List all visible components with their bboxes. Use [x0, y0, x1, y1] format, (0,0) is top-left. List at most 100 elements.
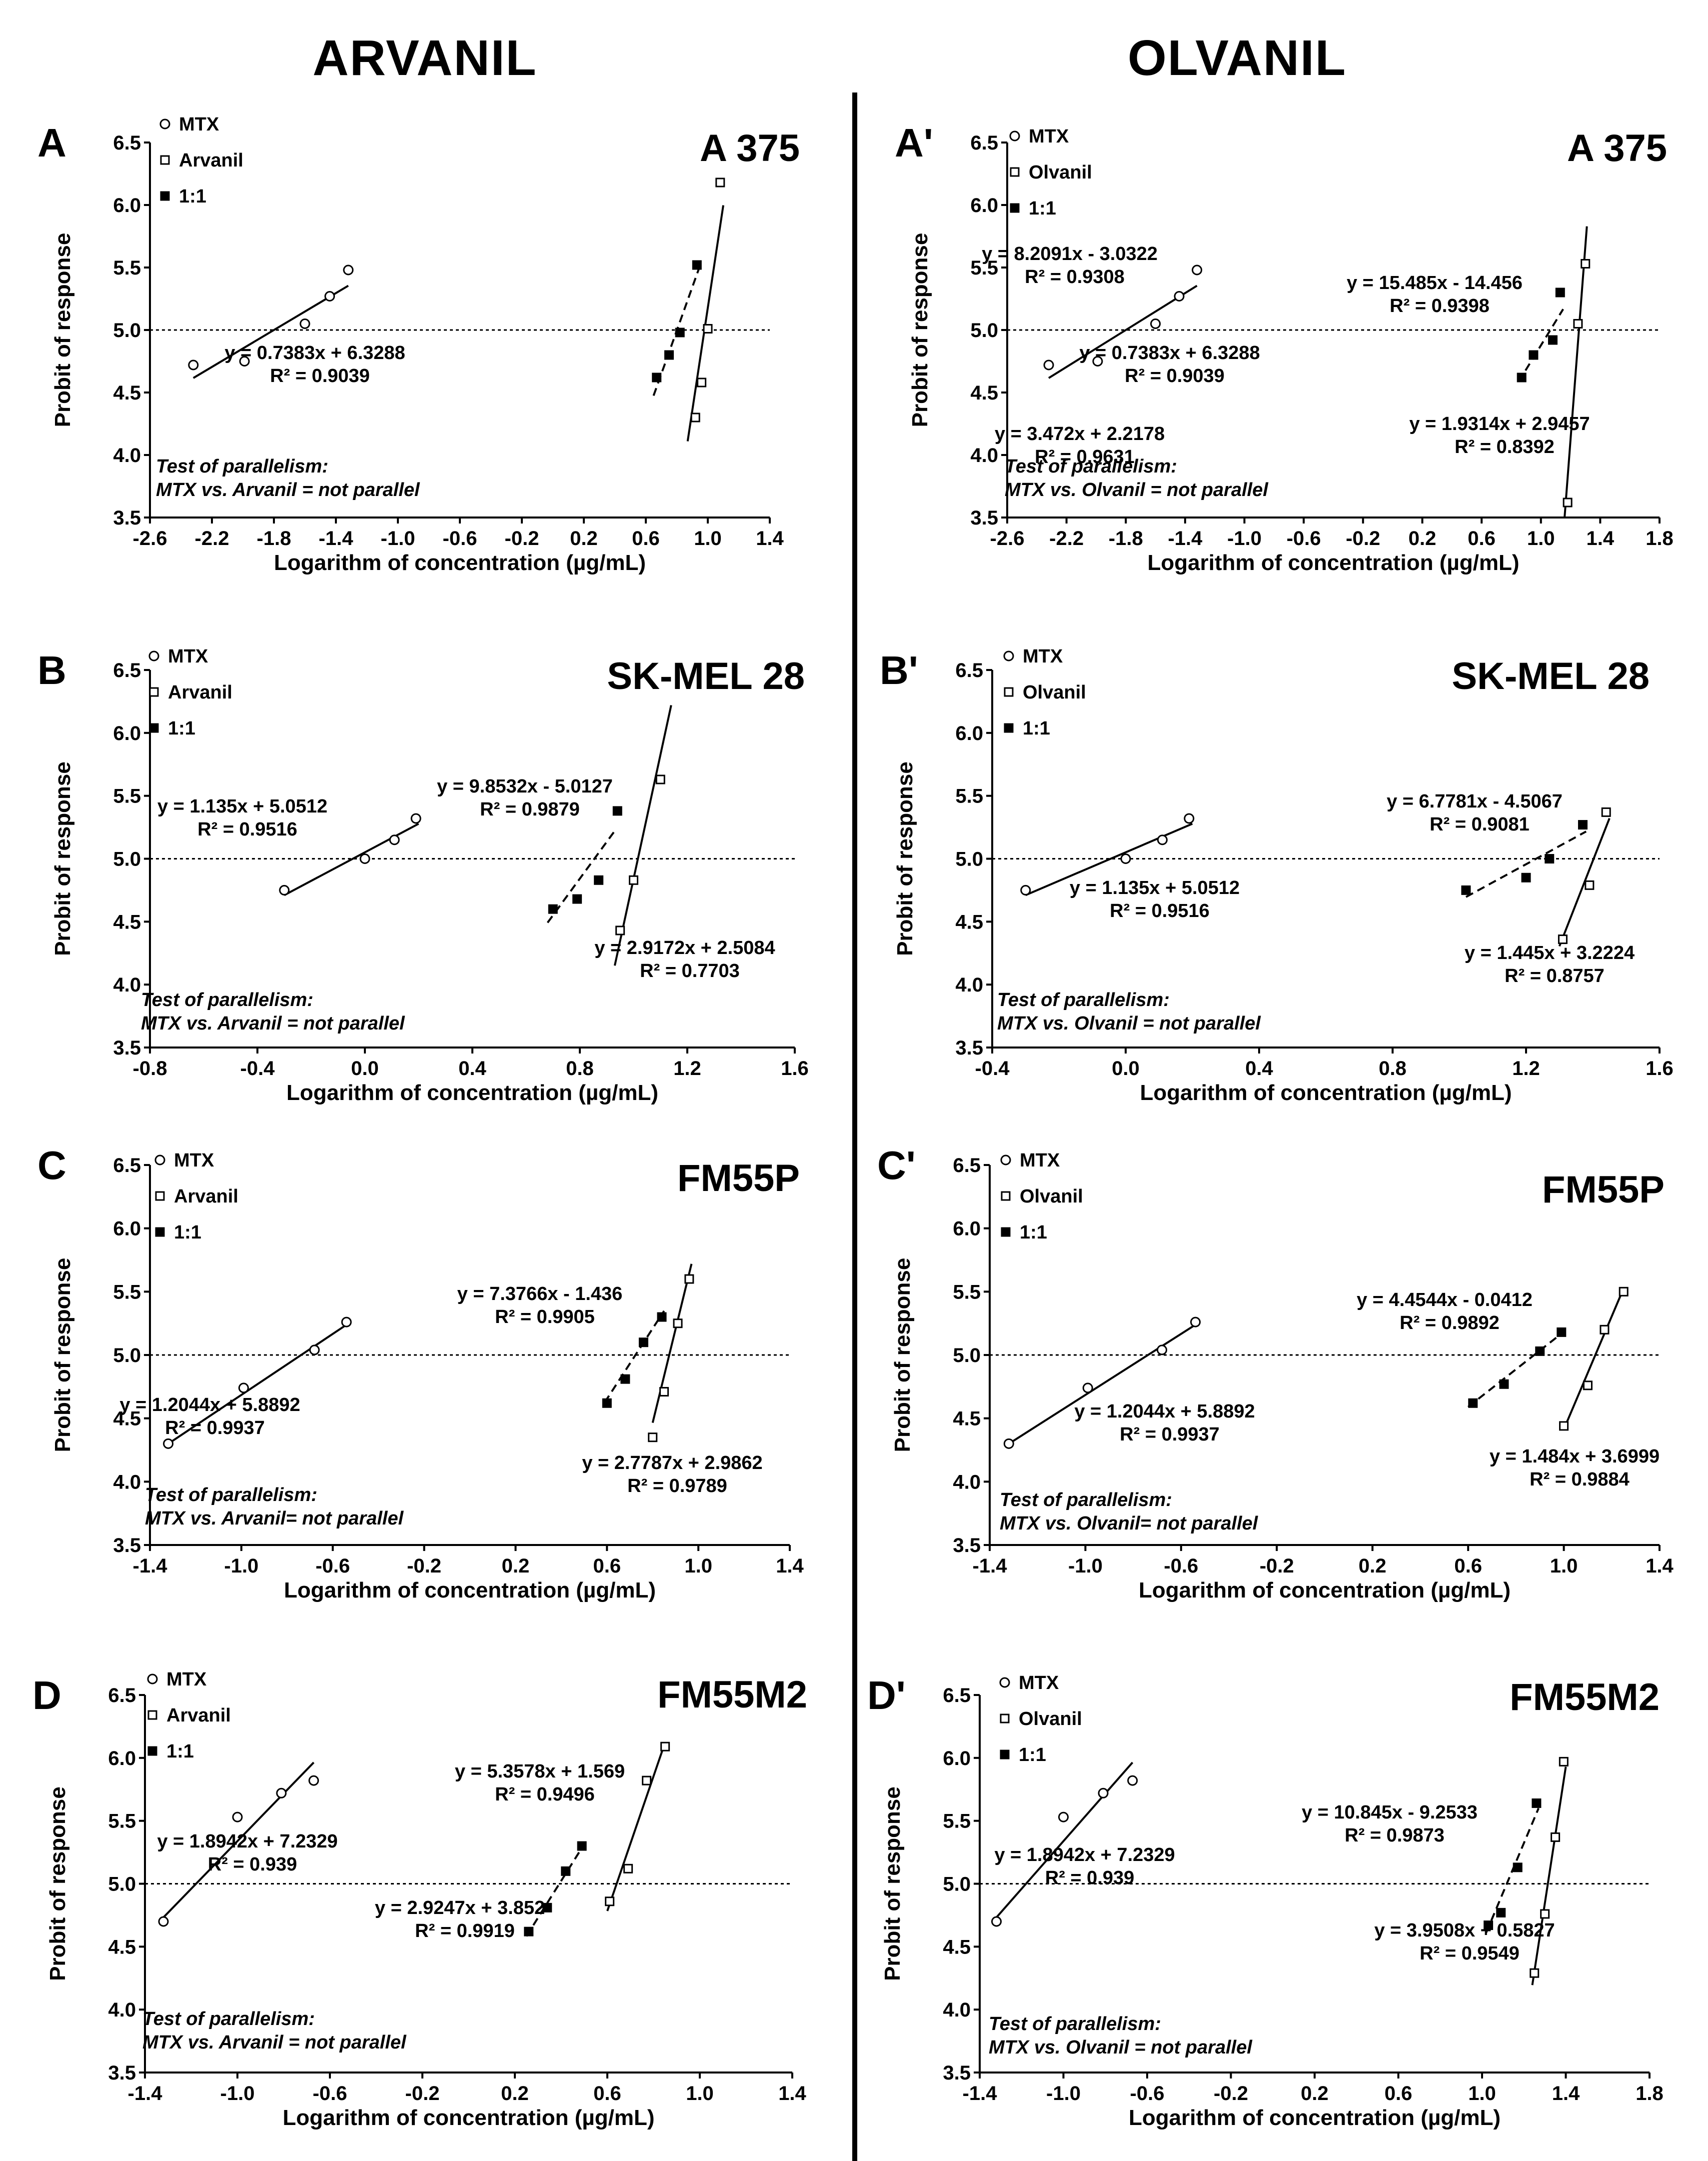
y-tick-label: 3.5 — [113, 1534, 141, 1556]
data-point — [1555, 288, 1565, 298]
y-tick-label: 6.5 — [955, 660, 983, 682]
legend-marker — [154, 1154, 165, 1166]
fit-line — [525, 1844, 585, 1937]
x-tick-label: -1.8 — [257, 528, 291, 550]
data-point — [163, 1438, 174, 1449]
legend-label: Olvanil — [1023, 682, 1086, 703]
fit-line — [162, 1762, 315, 1918]
y-axis-label: Probit of response — [893, 762, 917, 956]
parallelism-note-heading: Test of parallelism: — [145, 1484, 317, 1506]
x-tick-label: -1.0 — [1046, 2082, 1081, 2104]
y-tick-label: 5.0 — [113, 848, 141, 870]
fit-equation: y = 1.135x + 5.0512 — [157, 796, 327, 817]
column-title-olvanil: OLVANIL — [1128, 30, 1347, 86]
data-point — [577, 1841, 587, 1851]
y-tick-label: 3.5 — [108, 2062, 136, 2084]
fit-r-squared: R² = 0.9873 — [1345, 1825, 1445, 1846]
fit-line — [1531, 1766, 1567, 1986]
x-tick-label: -0.2 — [1214, 2082, 1248, 2104]
panel-c: C 3.5 4.0 4.5 5.0 5.5 6.0 6.5 -1.4 -1.0 -0.6 -0.2 0.… — [37, 1143, 804, 1602]
panel-title: FM55P — [1542, 1168, 1665, 1211]
x-tick-label: 0.0 — [351, 1058, 379, 1080]
y-axis-label: Probit of response — [50, 1258, 75, 1452]
data-point — [1578, 820, 1588, 830]
x-tick-label: -1.0 — [220, 2082, 255, 2104]
data-point — [1092, 356, 1103, 366]
data-point — [623, 1864, 633, 1874]
fit-r-squared: R² = 0.9516 — [1110, 900, 1210, 922]
panel-title: SK-MEL 28 — [1452, 655, 1650, 698]
data-point — [309, 1344, 320, 1356]
fit-r-squared: R² = 0.8757 — [1505, 966, 1605, 986]
data-point — [1127, 1775, 1138, 1786]
y-tick-label: 5.5 — [970, 257, 998, 279]
fit-line — [1467, 1332, 1563, 1408]
fit-equation: y = 1.484x + 3.6999 — [1490, 1446, 1660, 1467]
fit-r-squared: R² = 0.9549 — [1420, 1943, 1520, 1964]
y-tick-label: 5.5 — [943, 1810, 971, 1832]
legend-label: 1:1 — [179, 186, 206, 207]
x-tick-label: 1.6 — [781, 1058, 809, 1080]
fit-equation: y = 2.7787x + 2.9862 — [582, 1452, 762, 1474]
y-tick-label: 4.0 — [953, 1471, 981, 1493]
panel-c-prime: C' 3.5 4.0 4.5 5.0 5.5 6.0 6.5 -1.4 -1.0 -0.6 -0.2 0… — [877, 1143, 1674, 1602]
legend-marker — [1001, 1191, 1011, 1201]
fit-r-squared: R² = 0.9884 — [1530, 1469, 1630, 1490]
fit-equation: y = 1.9314x + 2.9457 — [1409, 414, 1590, 434]
panel-a-prime: A' 3.5 4.0 4.5 5.0 5.5 6.0 6.5 -2.6 -2.2 -1.8 -1.4 -… — [895, 120, 1674, 575]
fit-line — [1008, 1324, 1196, 1445]
data-point — [648, 1432, 658, 1442]
legend-marker — [147, 1710, 157, 1720]
data-point — [697, 378, 707, 388]
fit-equation: y = 7.3766x - 1.436 — [457, 1284, 623, 1304]
y-tick-label: 6.0 — [953, 1218, 981, 1240]
legend-label: 1:1 — [174, 1222, 201, 1243]
panel-title: FM55P — [677, 1157, 800, 1200]
x-tick-label: -2.2 — [195, 528, 229, 550]
fit-r-squared: R² = 0.9892 — [1400, 1312, 1500, 1334]
legend-marker — [159, 118, 170, 130]
fit-r-squared: R² = 0.9631 — [1035, 446, 1135, 468]
data-point — [1581, 259, 1591, 268]
parallelism-note-result: MTX vs. Olvanil = not parallel — [989, 2037, 1253, 2058]
legend-label: 1:1 — [1019, 1744, 1046, 1766]
data-point — [1192, 264, 1203, 276]
x-tick-label: 1.2 — [1512, 1058, 1540, 1080]
legend-label: MTX — [1019, 1672, 1059, 1694]
legend-label: Arvanil — [168, 682, 232, 703]
y-tick-label: 4.0 — [113, 1471, 141, 1493]
y-tick-label: 6.5 — [113, 1154, 141, 1176]
x-tick-label: 1.0 — [694, 528, 722, 550]
x-axis-label: Logarithm of concentration (µg/mL) — [1140, 1080, 1512, 1105]
y-tick-label: 6.5 — [108, 1684, 136, 1706]
x-tick-label: 1.8 — [1636, 2082, 1664, 2104]
x-axis-label: Logarithm of concentration (µg/mL) — [1148, 550, 1520, 575]
legend-label: MTX — [1020, 1150, 1060, 1171]
x-tick-label: -0.4 — [975, 1058, 1010, 1080]
x-tick-label: -0.2 — [1346, 528, 1380, 550]
x-tick-label: 0.2 — [1409, 528, 1437, 550]
panel-title: FM55M2 — [1510, 1676, 1660, 1718]
legend-marker — [160, 155, 170, 165]
x-tick-label: -0.2 — [505, 528, 539, 550]
x-tick-label: 0.8 — [1379, 1058, 1407, 1080]
data-point — [158, 1916, 169, 1927]
data-point — [659, 1386, 669, 1396]
data-point — [673, 1318, 683, 1328]
legend-marker — [148, 650, 159, 662]
data-point — [1120, 854, 1131, 864]
legend-label: Olvanil — [1029, 162, 1092, 183]
data-point — [660, 1742, 670, 1752]
x-tick-label: -1.0 — [1227, 528, 1262, 550]
data-point — [1573, 319, 1583, 328]
y-tick-label: 5.0 — [113, 1344, 141, 1366]
fit-equation: y = 0.7383x + 6.3288 — [224, 342, 405, 364]
data-point — [1174, 291, 1185, 302]
data-point — [715, 178, 725, 188]
legend-label: MTX — [1029, 126, 1069, 147]
x-tick-label: -0.2 — [1260, 1555, 1294, 1577]
y-tick-label: 4.5 — [955, 911, 983, 933]
data-point — [615, 926, 625, 936]
data-point — [1600, 1324, 1610, 1334]
fit-r-squared: R² = 0.9496 — [495, 1784, 595, 1805]
